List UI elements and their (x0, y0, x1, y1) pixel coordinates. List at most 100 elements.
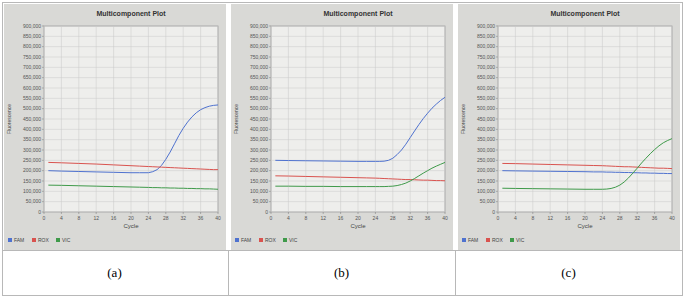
tick-label: 50,000 (480, 198, 496, 204)
tick-label: 150,000 (250, 178, 268, 184)
series-line (48, 185, 218, 189)
series-group (502, 139, 672, 190)
grid-line (498, 26, 499, 212)
tick-mark (340, 212, 341, 214)
x-axis-label: Cycle (577, 223, 593, 229)
legend-label: FAM (14, 237, 24, 243)
series-line (48, 162, 218, 169)
tick-label: 700,000 (477, 64, 495, 70)
tick-label: 850,000 (250, 33, 268, 39)
legend-swatch (8, 238, 12, 242)
tick-mark (269, 129, 271, 130)
tick-label: 36 (425, 215, 431, 221)
grid-line (200, 26, 201, 212)
caption-row: (a)(b)(c) (2, 250, 683, 295)
tick-mark (496, 129, 498, 130)
tick-mark (269, 26, 271, 27)
grid-line (427, 26, 428, 212)
grid-line (619, 26, 620, 212)
grid-line (113, 26, 114, 212)
tick-label: 40 (442, 215, 448, 221)
tick-mark (42, 46, 44, 47)
tick-label: 350,000 (250, 136, 268, 142)
tick-label: 4 (287, 215, 290, 221)
tick-mark (269, 212, 271, 213)
grid-line (148, 26, 149, 212)
tick-mark (392, 212, 393, 214)
tick-label: 500,000 (477, 105, 495, 111)
tick-label: 24 (373, 215, 379, 221)
tick-mark (496, 181, 498, 182)
tick-label: 350,000 (23, 136, 41, 142)
chart: Multicomponent Plot050,000100,000150,000… (4, 4, 226, 250)
tick-label: 850,000 (23, 33, 41, 39)
tick-mark (496, 57, 498, 58)
tick-mark (496, 139, 498, 140)
tick-label: 0 (497, 215, 500, 221)
tick-label: 750,000 (250, 54, 268, 60)
tick-label: 16 (111, 215, 117, 221)
tick-mark (42, 119, 44, 120)
tick-label: 40 (215, 215, 221, 221)
tick-mark (42, 26, 44, 27)
grid-line (96, 26, 97, 212)
tick-mark (496, 77, 498, 78)
series-line (502, 171, 672, 174)
series-line (502, 163, 672, 168)
panel: Multicomponent Plot050,000100,000150,000… (231, 4, 453, 250)
tick-mark (42, 191, 44, 192)
tick-label: 800,000 (23, 43, 41, 49)
tick-mark (269, 150, 271, 151)
tick-label: 450,000 (250, 116, 268, 122)
tick-label: 36 (198, 215, 204, 221)
x-axis-label: Cycle (350, 223, 366, 229)
legend-swatch (32, 238, 36, 242)
tick-label: 650,000 (23, 74, 41, 80)
tick-label: 0 (38, 209, 41, 215)
tick-mark (269, 119, 271, 120)
tick-mark (269, 201, 271, 202)
tick-mark (113, 212, 114, 214)
legend-label: ROX (38, 237, 50, 243)
tick-label: 100,000 (23, 188, 41, 194)
tick-mark (271, 212, 272, 214)
tick-label: 100,000 (477, 188, 495, 194)
tick-mark (358, 212, 359, 214)
legend-label: FAM (468, 237, 478, 243)
tick-label: 8 (77, 215, 80, 221)
grid-line (44, 26, 45, 212)
tick-mark (42, 181, 44, 182)
tick-mark (42, 77, 44, 78)
chart: Multicomponent Plot050,000100,000150,000… (231, 4, 453, 250)
tick-mark (269, 108, 271, 109)
series-line (48, 105, 218, 173)
tick-mark (269, 88, 271, 89)
tick-mark (42, 150, 44, 151)
tick-label: 600,000 (477, 85, 495, 91)
tick-label: 16 (338, 215, 344, 221)
legend-swatch (259, 238, 263, 242)
grid-line (78, 26, 79, 212)
legend-swatch (462, 238, 466, 242)
tick-mark (96, 212, 97, 214)
tick-mark (637, 212, 638, 214)
tick-mark (42, 67, 44, 68)
tick-mark (496, 212, 498, 213)
title: Multicomponent Plot (96, 10, 166, 18)
tick-mark (131, 212, 132, 214)
tick-label: 300,000 (250, 147, 268, 153)
tick-mark (42, 98, 44, 99)
grid-line (340, 26, 341, 212)
tick-label: 800,000 (250, 43, 268, 49)
tick-label: 250,000 (250, 157, 268, 163)
grid-line (323, 26, 324, 212)
tick-mark (496, 46, 498, 47)
tick-mark (269, 57, 271, 58)
grid-line (532, 26, 533, 212)
tick-mark (496, 150, 498, 151)
tick-mark (496, 119, 498, 120)
tick-label: 20 (128, 215, 134, 221)
tick-label: 4 (60, 215, 63, 221)
tick-label: 50,000 (253, 198, 269, 204)
tick-mark (269, 98, 271, 99)
